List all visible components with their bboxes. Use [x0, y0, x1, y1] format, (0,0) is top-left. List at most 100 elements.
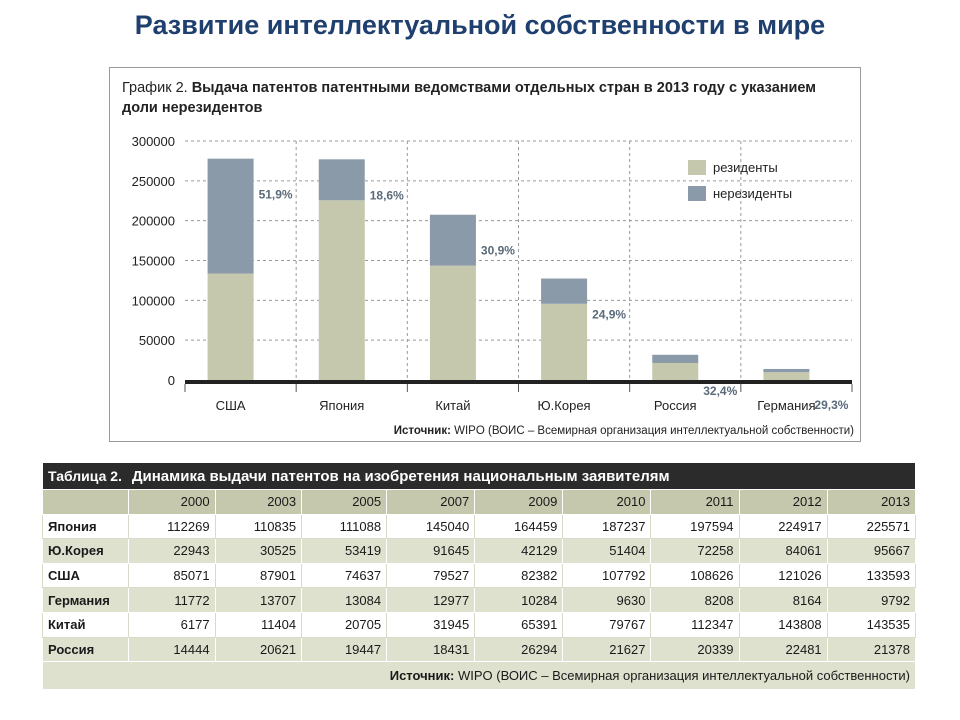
table-row: Россия 14444 20621 19447 18431 26294 21627 2033… [42, 636, 917, 663]
bar-segment-residents [541, 303, 588, 380]
table-row-country: Германия [42, 587, 129, 613]
table-title-cell: Таблица 2. Динамика выдачи патентов на и… [42, 462, 916, 490]
chart-panel: График 2. Выдача патентов патентными вед… [109, 67, 861, 442]
table-row: Китай 6177 11404 20705 31945 65391 79767 112347… [42, 611, 917, 638]
table-cell: 95667 [826, 538, 917, 564]
table-row-country: Япония [42, 513, 129, 540]
legend-swatch-nonresidents [688, 186, 706, 201]
table-cell: 110835 [214, 513, 303, 540]
table-cell: 22481 [738, 636, 828, 663]
chart-source-text: WIPO (ВОИС – Всемирная организация интел… [454, 425, 854, 437]
chart-heading-lead: График 2. [122, 80, 188, 96]
table-cell: 9792 [826, 587, 917, 613]
bar-data-label: 18,6% [370, 188, 404, 202]
table-header-year: 2007 [386, 489, 476, 515]
table-cell: 143535 [826, 611, 917, 638]
table-source-label: Источник: [389, 668, 455, 684]
stacked-bar-chart: 300000 250000 200000 150000 100000 50000 0 51,9… [132, 134, 853, 413]
table-header-row: 2000 2003 2005 2007 2009 2010 2011 2012 2013 [42, 489, 917, 515]
table-cell: 187237 [562, 513, 652, 540]
table-cell: 133593 [826, 562, 917, 589]
bar-segment-nonresidents [541, 278, 588, 304]
legend-label: резиденты [713, 160, 778, 175]
table-cell: 13707 [214, 587, 303, 613]
table-cell: 22943 [128, 538, 216, 564]
table-title-row: Таблица 2. Динамика выдачи патентов на и… [42, 462, 916, 490]
table-title-main: Динамика выдачи патентов на изобретения … [131, 467, 670, 485]
table-row: Япония 112269 110835 111088 145040 164459 1872… [42, 513, 917, 540]
bar-segment-residents [429, 265, 476, 380]
table-cell: 6177 [128, 611, 216, 638]
table-header-year: 2011 [650, 489, 740, 515]
table-cell: 91645 [386, 538, 476, 564]
table-header-year: 2013 [826, 489, 917, 515]
bar-segment-residents [207, 273, 254, 380]
table-cell: 84061 [738, 538, 828, 564]
table-cell: 9630 [562, 587, 652, 613]
x-tick-label: Китай [435, 398, 470, 413]
table-cell: 8164 [738, 587, 828, 613]
table-cell: 26294 [474, 636, 564, 663]
bar-data-label: 51,9% [259, 188, 293, 202]
table-cell: 82382 [474, 562, 564, 589]
table-cell: 19447 [301, 636, 388, 663]
chart-source: Источник: WIPO (ВОИС – Всемирная организ… [394, 425, 854, 437]
bar-segment-residents [763, 372, 810, 380]
table-header-year: 2010 [562, 489, 652, 515]
bar-segment-residents [318, 200, 365, 380]
table-cell: 20705 [301, 611, 388, 638]
table-cell: 21627 [562, 636, 652, 663]
table-cell: 107792 [562, 562, 652, 589]
table-cell: 79527 [386, 562, 476, 589]
table-cell: 14444 [128, 636, 216, 663]
table-cell: 164459 [474, 513, 564, 540]
y-tick-label: 300000 [132, 134, 175, 149]
table-row-country: США [42, 562, 129, 589]
x-tick-label: Ю.Корея [538, 398, 591, 413]
table-source-cell: Источник: WIPO (ВОИС – Всемирная организ… [42, 661, 916, 691]
y-tick-label: 150000 [132, 254, 175, 269]
table-cell: 20339 [650, 636, 740, 663]
table-row: Ю.Корея 22943 30525 53419 91645 42129 51404 722… [42, 538, 917, 564]
table-row: США 85071 87901 74637 79527 82382 107792 108626… [42, 562, 917, 589]
table-header-year: 2000 [128, 489, 216, 515]
table-cell: 112269 [128, 513, 216, 540]
table-cell: 85071 [128, 562, 216, 589]
table-title-lead: Таблица 2. [48, 467, 122, 484]
table-cell: 79767 [562, 611, 652, 638]
table-header-year: 2012 [738, 489, 828, 515]
table-cell: 72258 [650, 538, 740, 564]
table-row-country: Ю.Корея [42, 538, 129, 564]
table-cell: 111088 [301, 513, 388, 540]
bar-data-label: 32,4% [703, 384, 737, 398]
table-cell: 51404 [562, 538, 652, 564]
table-cell: 224917 [738, 513, 828, 540]
table-cell: 197594 [650, 513, 740, 540]
patents-table: Таблица 2. Динамика выдачи патентов на и… [42, 462, 917, 691]
table-row-country: Россия [42, 636, 129, 663]
table-cell: 11404 [214, 611, 303, 638]
page-title: Развитие интеллектуальной собственности … [134, 10, 826, 40]
table-header-year: 2005 [301, 489, 388, 515]
bar-data-label: 29,3% [814, 398, 848, 412]
x-tick-label: Германия [757, 398, 815, 413]
chart-heading-main: Выдача патентов патентными ведомствами о… [122, 80, 817, 116]
y-tick-label: 100000 [132, 293, 175, 308]
table-cell: 11772 [128, 587, 216, 613]
table-cell: 65391 [474, 611, 564, 638]
table-source-text: WIPO (ВОИС – Всемирная организация интел… [457, 668, 910, 684]
chart-heading: График 2. Выдача патентов патентными вед… [122, 78, 822, 118]
y-tick-label: 0 [168, 373, 175, 388]
legend-swatch-residents [688, 160, 706, 175]
table-cell: 108626 [650, 562, 740, 589]
table-cell: 53419 [301, 538, 388, 564]
table-cell: 30525 [214, 538, 303, 564]
table-header-corner [42, 489, 129, 515]
bar-segment-residents [652, 362, 699, 380]
bar-segment-nonresidents [429, 214, 476, 266]
x-tick-label: США [216, 398, 246, 413]
table-cell: 42129 [474, 538, 564, 564]
legend-label: нерезиденты [713, 186, 792, 201]
bar-segment-nonresidents [652, 354, 699, 363]
table-cell: 8208 [650, 587, 740, 613]
